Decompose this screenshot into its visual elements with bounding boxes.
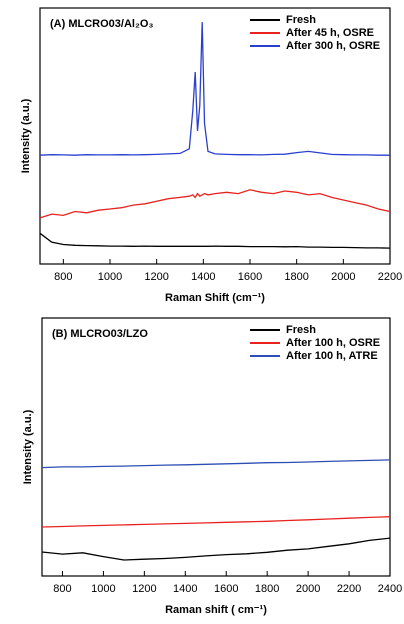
y-axis-label: Intensity (a.u.)	[22, 409, 34, 484]
x-tick-label: 1600	[238, 271, 262, 283]
x-tick-label: 1600	[214, 583, 238, 595]
legend-label: After 100 h, OSRE	[286, 337, 380, 349]
x-tick-label: 1000	[91, 583, 115, 595]
x-tick-label: 1200	[144, 271, 168, 283]
x-tick-label: 2200	[378, 271, 402, 283]
x-tick-label: 1400	[173, 583, 197, 595]
x-tick-label: 1400	[191, 271, 215, 283]
series-line	[39, 232, 391, 249]
x-tick-label: 1200	[132, 583, 156, 595]
series-line	[39, 22, 390, 156]
x-tick-label: 1000	[98, 271, 122, 283]
series-line	[39, 189, 391, 219]
legend-label: After 100 h, ATRE	[286, 350, 378, 362]
series-line	[41, 459, 391, 469]
panel-title: (B) MLCRO03/LZO	[52, 328, 148, 340]
x-tick-label: 800	[54, 271, 72, 283]
x-tick-label: 2000	[331, 271, 355, 283]
x-tick-label: 2000	[296, 583, 320, 595]
legend-label: Fresh	[286, 324, 316, 336]
x-tick-label: 1800	[255, 583, 279, 595]
x-tick-label: 2200	[337, 583, 361, 595]
x-axis-label: Raman Shift (cm⁻¹)	[165, 292, 265, 304]
plot-frame	[41, 317, 391, 577]
series-line	[41, 516, 391, 528]
x-tick-label: 1800	[284, 271, 308, 283]
plot-frame	[39, 7, 391, 265]
legend-label: Fresh	[286, 14, 316, 26]
legend-label: After 300 h, OSRE	[286, 40, 380, 52]
legend-label: After 45 h, OSRE	[286, 27, 374, 39]
y-axis-label: Intensity (a.u.)	[20, 98, 32, 173]
panel-title: (A) MLCRO03/Al₂O₃	[50, 18, 153, 30]
series-line	[41, 537, 391, 561]
x-axis-label: Raman shift ( cm⁻¹)	[165, 604, 267, 616]
x-tick-label: 800	[53, 583, 71, 595]
x-tick-label: 2400	[378, 583, 402, 595]
